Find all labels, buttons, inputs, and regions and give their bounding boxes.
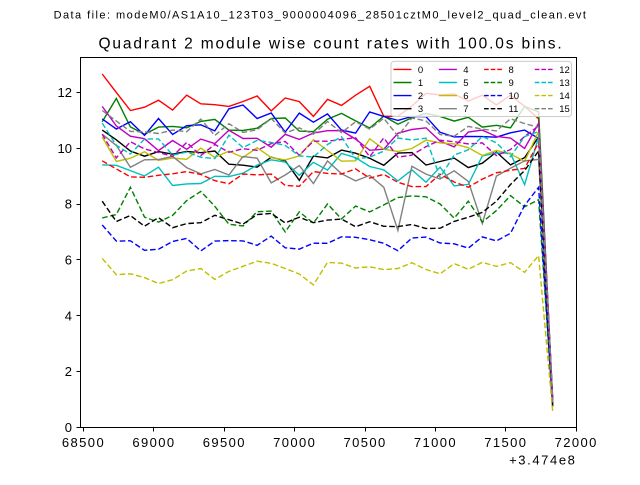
svg-text:4: 4 [463,65,468,76]
svg-text:70500: 70500 [344,435,387,450]
svg-text:10: 10 [58,141,72,156]
svg-text:71500: 71500 [484,435,527,450]
svg-text:1: 1 [418,78,423,89]
svg-text:5: 5 [463,78,468,89]
svg-text:4: 4 [65,308,72,323]
svg-text:72000: 72000 [555,435,598,450]
svg-text:9: 9 [509,78,514,89]
svg-text:70000: 70000 [273,435,316,450]
svg-text:0: 0 [418,65,423,76]
svg-text:15: 15 [559,104,570,115]
svg-text:Data file: modeM0/AS1A10_123T0: Data file: modeM0/AS1A10_123T03_90000040… [54,10,588,22]
svg-text:12: 12 [559,65,570,76]
svg-text:11: 11 [509,104,519,115]
svg-text:2: 2 [65,364,72,379]
svg-text:68500: 68500 [62,435,105,450]
svg-text:12: 12 [58,85,72,100]
svg-text:10: 10 [509,91,520,102]
svg-text:8: 8 [65,197,72,212]
svg-text:8: 8 [509,65,514,76]
svg-text:6: 6 [65,253,72,268]
svg-text:13: 13 [559,78,570,89]
svg-text:7: 7 [463,104,468,115]
svg-text:71000: 71000 [414,435,457,450]
svg-text:6: 6 [463,91,468,102]
svg-text:0: 0 [65,420,72,435]
svg-text:+3.474e8: +3.474e8 [509,452,576,467]
svg-text:69500: 69500 [203,435,246,450]
svg-text:2: 2 [418,91,423,102]
svg-text:3: 3 [418,104,423,115]
svg-text:69000: 69000 [132,435,175,450]
svg-text:Quadrant 2 module wise count r: Quadrant 2 module wise count rates with … [99,36,564,53]
svg-text:14: 14 [559,91,570,102]
